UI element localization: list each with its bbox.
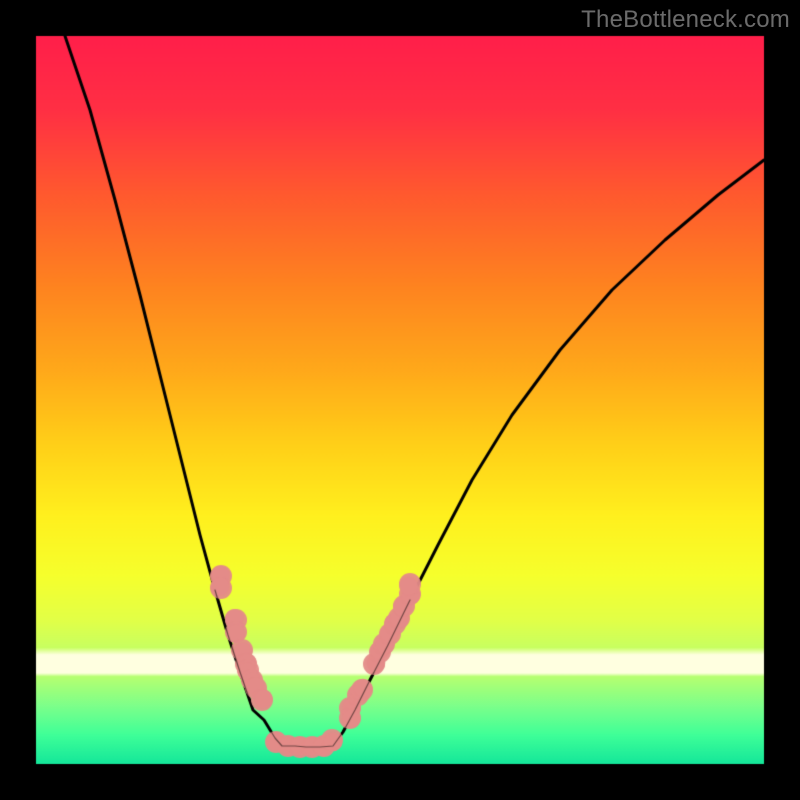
bottleneck-chart — [0, 0, 800, 800]
watermark-text: TheBottleneck.com — [581, 6, 790, 34]
